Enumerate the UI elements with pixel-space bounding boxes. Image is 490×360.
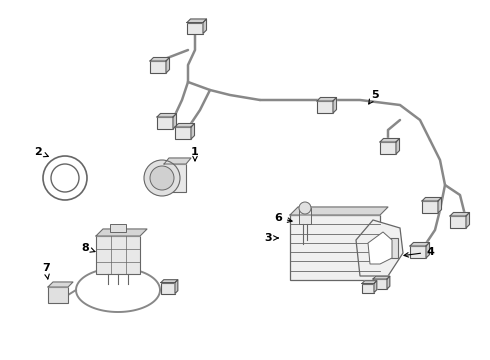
Bar: [382, 238, 398, 257]
Text: 4: 4: [404, 247, 434, 257]
Polygon shape: [164, 158, 191, 164]
Polygon shape: [387, 276, 390, 289]
Bar: [48, 287, 68, 303]
Polygon shape: [166, 58, 170, 73]
Circle shape: [144, 160, 180, 196]
Bar: [157, 117, 173, 129]
Polygon shape: [157, 113, 176, 117]
Polygon shape: [96, 229, 147, 236]
Polygon shape: [191, 123, 195, 139]
Bar: [380, 142, 396, 154]
Text: 1: 1: [191, 147, 199, 161]
Polygon shape: [450, 212, 469, 216]
Polygon shape: [422, 198, 441, 201]
Bar: [96, 236, 140, 274]
Polygon shape: [187, 19, 206, 22]
Bar: [410, 246, 426, 258]
Bar: [450, 216, 466, 228]
Bar: [290, 215, 380, 280]
Polygon shape: [290, 207, 388, 215]
Text: 5: 5: [368, 90, 379, 104]
Polygon shape: [203, 19, 206, 33]
Bar: [187, 22, 203, 33]
Polygon shape: [373, 276, 390, 279]
Text: 8: 8: [81, 243, 95, 253]
Polygon shape: [333, 98, 337, 113]
Bar: [110, 224, 126, 232]
Polygon shape: [317, 98, 337, 101]
Text: 6: 6: [274, 213, 292, 223]
Polygon shape: [362, 281, 377, 284]
Bar: [150, 61, 166, 73]
Polygon shape: [48, 282, 73, 287]
Circle shape: [51, 164, 79, 192]
Polygon shape: [368, 232, 392, 264]
Polygon shape: [173, 113, 176, 129]
Polygon shape: [396, 139, 399, 154]
Bar: [299, 208, 311, 224]
Polygon shape: [426, 243, 430, 258]
Polygon shape: [410, 243, 430, 246]
Bar: [422, 201, 438, 213]
Polygon shape: [438, 198, 441, 213]
Bar: [362, 284, 374, 292]
Text: 7: 7: [42, 263, 50, 279]
Bar: [373, 279, 387, 289]
Circle shape: [43, 156, 87, 200]
Polygon shape: [150, 58, 170, 61]
Bar: [161, 283, 175, 293]
Circle shape: [299, 202, 311, 214]
Bar: [175, 127, 191, 139]
Text: 3: 3: [264, 233, 278, 243]
Polygon shape: [161, 280, 178, 283]
Polygon shape: [466, 212, 469, 228]
Polygon shape: [175, 123, 195, 127]
Bar: [317, 101, 333, 113]
Circle shape: [150, 166, 174, 190]
Bar: [164, 164, 186, 192]
Text: 2: 2: [34, 147, 49, 157]
Polygon shape: [380, 139, 399, 142]
Polygon shape: [374, 281, 377, 292]
Polygon shape: [175, 280, 178, 293]
Polygon shape: [356, 220, 403, 276]
